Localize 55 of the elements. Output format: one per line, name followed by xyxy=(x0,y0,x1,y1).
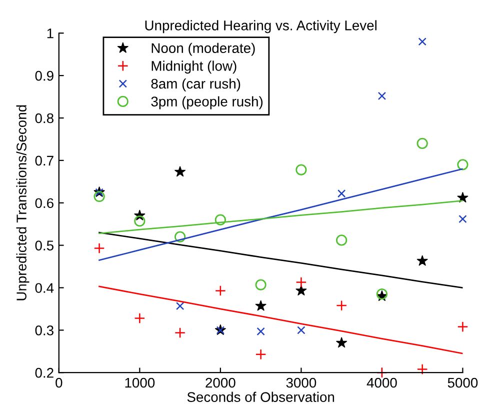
point xyxy=(255,348,266,360)
point xyxy=(214,214,226,226)
x-tick-label: 4000 xyxy=(366,378,397,388)
x-tick-label: 5000 xyxy=(448,378,478,388)
point xyxy=(174,166,186,177)
y-tick-label: 0.4 xyxy=(35,283,54,293)
point xyxy=(214,285,226,296)
point xyxy=(94,242,105,254)
point xyxy=(416,255,428,266)
legend-label: Noon (moderate) xyxy=(152,42,255,56)
x-tick-label: 3000 xyxy=(286,378,316,388)
point xyxy=(416,364,428,375)
point xyxy=(296,284,307,296)
point xyxy=(134,216,146,227)
point xyxy=(416,138,428,150)
y-tick-label: 0.8 xyxy=(35,113,54,124)
point xyxy=(255,279,266,290)
point xyxy=(337,189,346,198)
y-tick-label: 0.5 xyxy=(35,240,54,250)
y-axis-title: Unpredicted Transitions/Second xyxy=(16,105,30,300)
point xyxy=(457,321,468,332)
point xyxy=(378,92,386,100)
legend-label: 8am (car rush) xyxy=(151,78,240,92)
point xyxy=(336,234,348,246)
point xyxy=(296,276,307,288)
x-tick-label: 0 xyxy=(56,378,62,388)
point xyxy=(256,327,265,336)
line-series xyxy=(98,232,463,288)
line-series xyxy=(98,286,463,354)
point xyxy=(174,231,186,242)
point xyxy=(174,327,186,338)
point xyxy=(255,300,266,311)
point xyxy=(418,38,426,46)
y-tick-label: 1 xyxy=(47,28,54,38)
point xyxy=(458,214,467,224)
point xyxy=(336,336,348,348)
y-tick-label: 0.3 xyxy=(35,326,54,336)
point xyxy=(297,326,306,334)
x-tick-label: 1000 xyxy=(125,378,155,388)
legend-label: 3pm (people rush) xyxy=(151,96,263,110)
y-tick-label: 0.2 xyxy=(35,368,54,378)
point xyxy=(134,312,146,324)
legend-label: Midnight (low) xyxy=(152,60,236,74)
y-tick-label: 0.7 xyxy=(35,156,54,166)
x-tick-label: 2000 xyxy=(206,378,236,388)
x-axis-title: Seconds of Observation xyxy=(187,392,334,402)
y-tick-label: 0.9 xyxy=(35,70,54,81)
point xyxy=(176,302,184,310)
chart-title: Unpredicted Hearing vs. Activity Level xyxy=(145,20,376,34)
point xyxy=(94,190,105,202)
y-tick-label: 0.6 xyxy=(35,198,54,208)
point xyxy=(336,300,348,312)
point xyxy=(296,164,307,176)
point xyxy=(457,192,468,203)
point xyxy=(457,159,468,170)
